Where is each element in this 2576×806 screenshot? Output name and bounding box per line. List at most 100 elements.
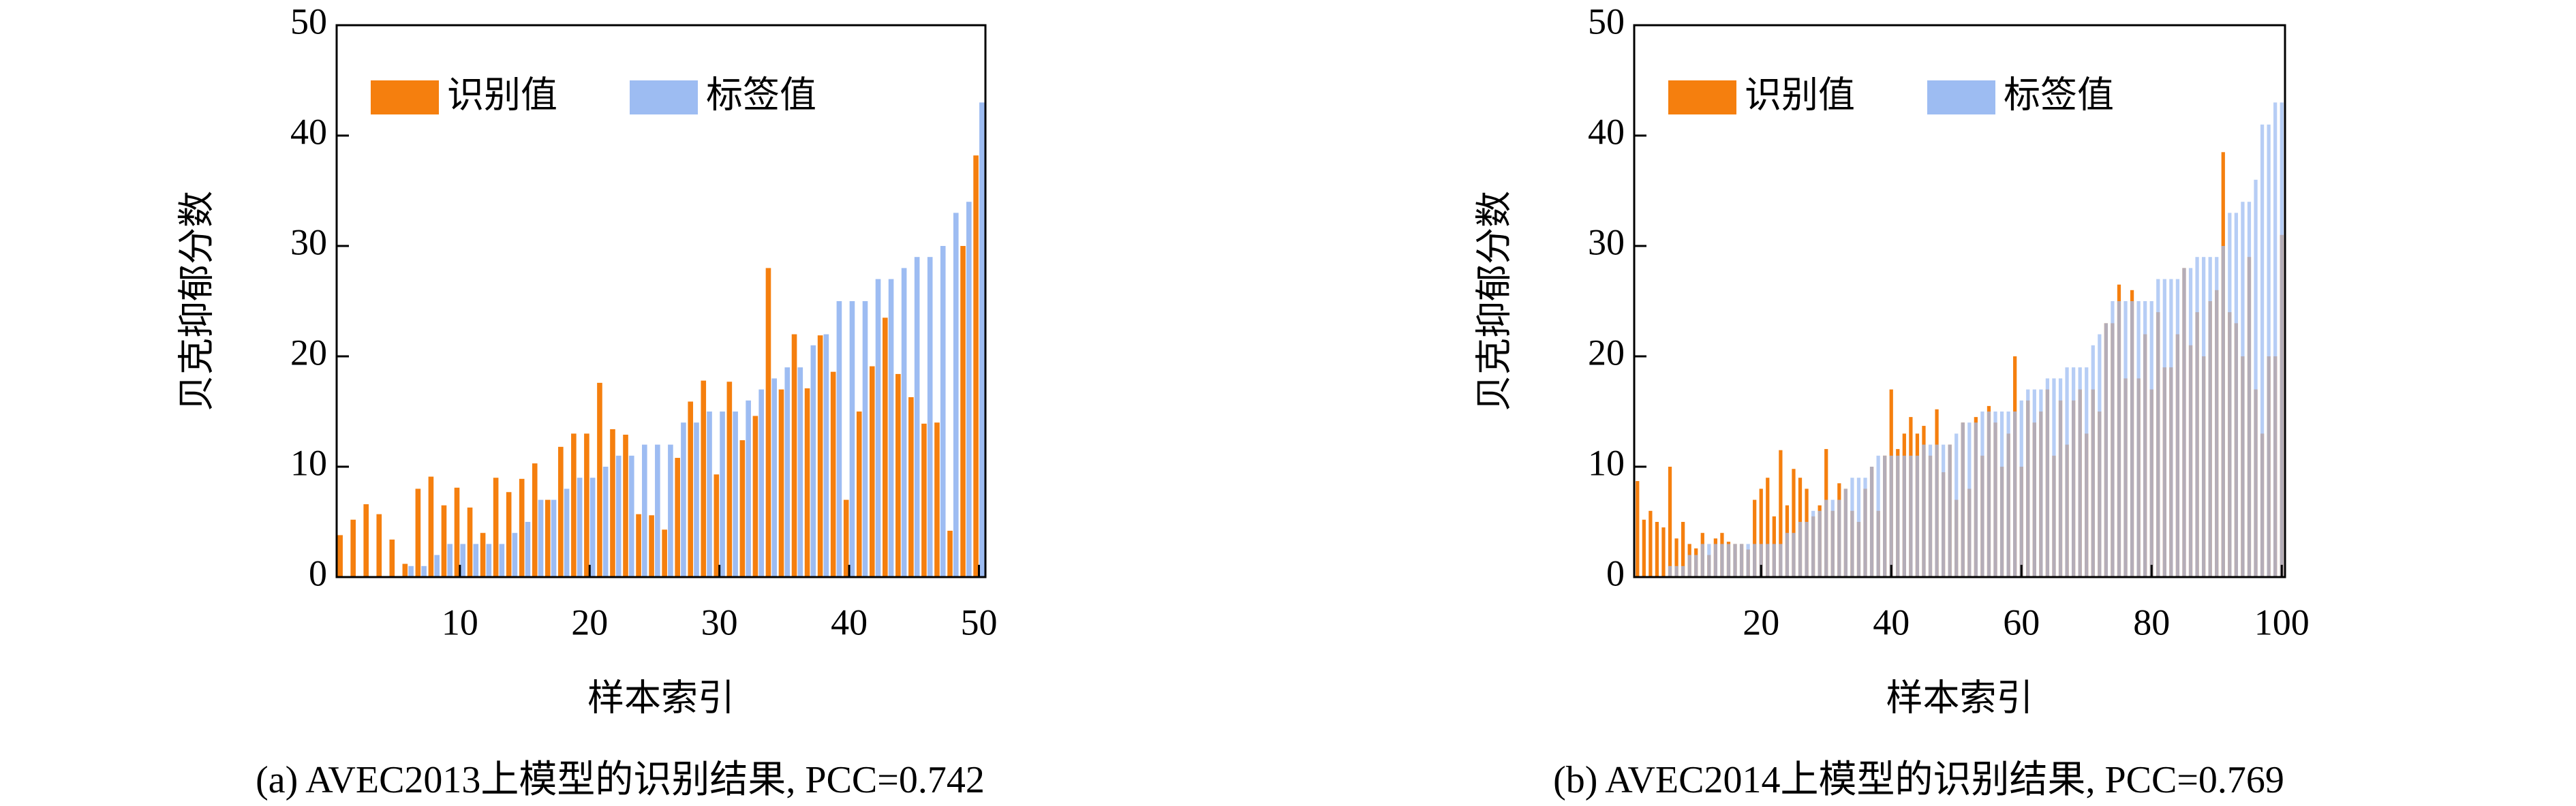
bar [408,565,414,577]
bar [843,499,849,577]
y-tick-label: 50 [290,1,327,42]
bar [875,279,881,577]
bar [2058,378,2063,577]
bar [1883,455,1887,577]
bar [1922,444,1926,577]
bar [1772,544,1776,577]
bar [1792,533,1796,577]
bar [2078,367,2082,577]
bar [733,412,738,577]
bar [519,478,525,577]
bar [2228,213,2232,577]
bar [1837,499,1841,577]
bar [350,519,356,577]
bar [1902,455,1906,577]
bar [1674,565,1678,577]
bar [1759,544,1763,577]
bar [2188,268,2193,577]
bar [2013,412,2017,577]
bar [615,455,622,577]
bar [441,505,447,577]
bar [2006,412,2010,577]
y-tick-label: 0 [309,553,327,593]
bar [2104,323,2109,577]
bar [947,530,953,577]
bar [447,544,453,577]
bar [862,301,868,577]
bar [337,535,343,577]
bar [1805,522,1809,577]
x-tick-label: 60 [2003,602,2040,642]
bar [2026,389,2030,577]
bar [979,102,985,577]
x-axis-label: 样本索引 [1886,677,2034,718]
bar [1935,444,1939,577]
bar [1798,522,1803,577]
bar [1974,422,1978,577]
bar [668,444,673,577]
bar [642,444,647,577]
bar [2085,367,2089,577]
y-tick-label: 30 [290,221,327,262]
bar [1687,555,1691,577]
bar [636,514,641,577]
bar [2273,102,2278,577]
x-axis-label: 样本索引 [587,677,735,718]
bar [1896,455,1900,577]
y-tick-label: 30 [1588,221,1625,262]
bar [2162,279,2166,577]
bar [694,422,699,577]
bar [2039,389,2043,577]
bar [428,476,434,577]
bar [558,446,564,577]
bar [512,533,518,577]
bar [927,257,933,577]
legend-swatch [1668,80,1736,114]
bar [953,213,959,577]
bar [804,388,810,577]
bar [662,529,667,577]
bar [623,435,628,577]
bar [1993,412,1997,577]
bar [538,499,544,577]
bar [649,515,654,577]
bar [714,474,720,577]
bar [493,478,499,577]
bar [836,301,842,577]
bar [1948,444,1952,577]
x-tick-label: 40 [1873,602,1910,642]
bar [921,423,927,577]
x-tick-label: 100 [2254,602,2310,642]
caption: (b) AVEC2014上模型的识别结果, PCC=0.769 [1553,759,2284,801]
bar [960,246,966,577]
bar [888,279,894,577]
bar [2182,268,2186,577]
bar [2195,257,2199,577]
bar [1980,412,1984,577]
bar [525,522,531,577]
bar [901,268,907,577]
bar [966,202,972,577]
x-tick-label: 20 [1743,602,1779,642]
bar [1674,538,1678,577]
bar [726,382,733,577]
bar [883,317,888,577]
bar [577,478,583,577]
bar [2169,279,2173,577]
bar [1746,544,1750,577]
bar [1766,544,1770,577]
bar [1655,522,1659,577]
legend-label: 标签值 [2004,74,2114,115]
bar [389,539,395,577]
bar [597,382,602,577]
bar [551,499,557,577]
bar [765,268,771,577]
bar [1967,422,1972,577]
bar [1707,544,1711,577]
bar [817,335,823,577]
y-tick-label: 10 [1588,442,1625,483]
legend-swatch [371,80,439,114]
bar [1649,510,1653,577]
bar [2136,301,2141,577]
